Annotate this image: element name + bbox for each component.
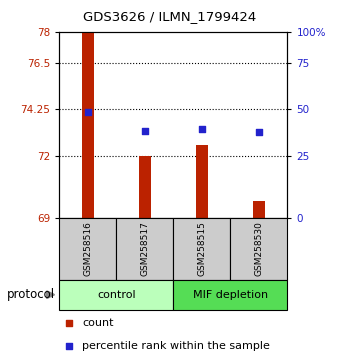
Bar: [173, 218, 231, 280]
Text: GDS3626 / ILMN_1799424: GDS3626 / ILMN_1799424: [83, 10, 257, 23]
Text: GSM258530: GSM258530: [254, 221, 263, 276]
Bar: [59, 218, 116, 280]
Point: [85, 110, 91, 115]
Point: [199, 126, 205, 132]
Text: count: count: [82, 318, 114, 328]
Text: percentile rank within the sample: percentile rank within the sample: [82, 341, 270, 351]
Bar: [59, 280, 173, 310]
Bar: [116, 218, 173, 280]
Point: [256, 129, 261, 135]
Text: GSM258516: GSM258516: [84, 221, 92, 276]
Bar: [82, 32, 94, 218]
Text: MIF depletion: MIF depletion: [193, 290, 268, 300]
Text: control: control: [97, 290, 136, 300]
Bar: [253, 201, 265, 218]
Bar: [139, 156, 151, 218]
Point: [142, 128, 148, 134]
Text: GSM258517: GSM258517: [140, 221, 149, 276]
Bar: [173, 280, 287, 310]
Text: protocol: protocol: [7, 288, 55, 301]
Point: [66, 320, 71, 325]
Bar: [231, 218, 287, 280]
Point: [66, 343, 71, 348]
Text: GSM258515: GSM258515: [198, 221, 206, 276]
Bar: [195, 145, 208, 218]
